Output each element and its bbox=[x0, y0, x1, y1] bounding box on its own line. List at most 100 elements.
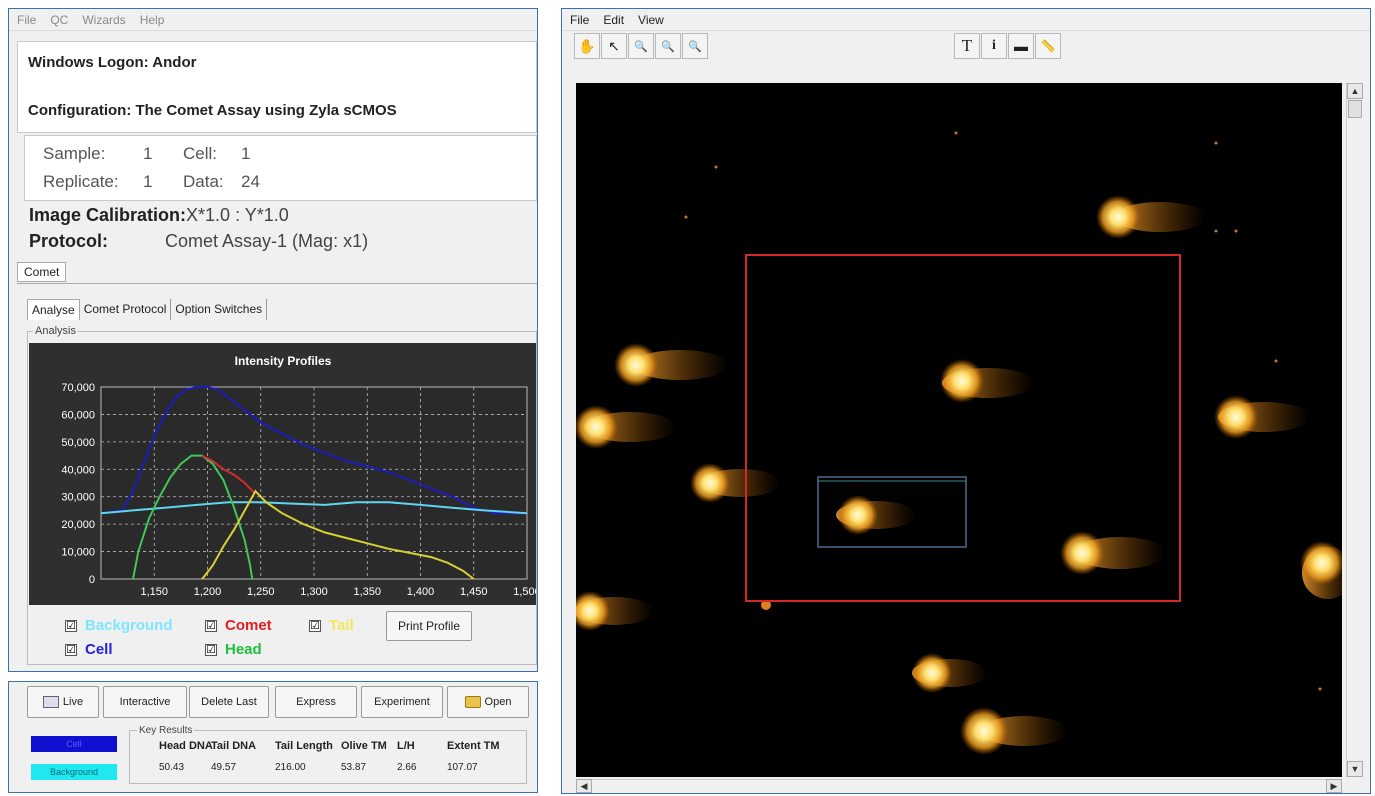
intensity-profiles-chart: Intensity Profiles 0 10,000 20,000 30,000 40… bbox=[29, 343, 541, 605]
value-head-dna: 50.43 bbox=[159, 762, 185, 773]
header-head-dna: Head DNA bbox=[159, 740, 213, 752]
comet-cell bbox=[576, 405, 676, 449]
ruler-icon[interactable]: 📏 bbox=[1035, 33, 1061, 59]
live-button[interactable]: Live bbox=[27, 686, 99, 718]
hand-icon[interactable]: ✋ bbox=[574, 33, 600, 59]
vertical-scroll-thumb[interactable] bbox=[1348, 100, 1362, 118]
checkbox-background[interactable]: ☑ Background bbox=[65, 617, 173, 634]
x-tick-label: 1,400 bbox=[407, 586, 435, 598]
data-label: Data: bbox=[183, 172, 224, 191]
menu-edit[interactable]: Edit bbox=[603, 12, 625, 27]
pointer-icon[interactable]: ↖ bbox=[601, 33, 627, 59]
cell-value: 1 bbox=[241, 144, 251, 163]
interactive-button[interactable]: Interactive bbox=[103, 686, 187, 718]
checkbox-tail-label: Tail bbox=[329, 617, 354, 634]
analysis-window: File QC Wizards Help Windows Logon: Ando… bbox=[8, 8, 541, 672]
menu-view[interactable]: View bbox=[638, 12, 664, 27]
results-panel: Live Interactive Delete Last Express Exp… bbox=[8, 681, 538, 793]
tab-divider bbox=[17, 283, 537, 284]
comet-cell bbox=[912, 653, 988, 693]
scalebar-icon[interactable]: ▬ bbox=[1008, 33, 1034, 59]
menu-file[interactable]: File bbox=[570, 12, 590, 27]
tab-comet-protocol[interactable]: Comet Protocol bbox=[79, 299, 172, 320]
delete-last-button[interactable]: Delete Last bbox=[189, 686, 269, 718]
checkbox-comet-box[interactable]: ☑ bbox=[205, 619, 217, 632]
comet-cell bbox=[690, 463, 780, 503]
configuration-line: Configuration: The Comet Assay using Zyl… bbox=[28, 102, 397, 119]
tab-analyse[interactable]: Analyse bbox=[27, 299, 80, 320]
checkbox-tail-box[interactable]: ☑ bbox=[309, 619, 321, 632]
menu-help[interactable]: Help bbox=[139, 12, 165, 27]
protocol-line: Protocol: Comet Assay-1 (Mag: x1) bbox=[29, 231, 368, 252]
checkbox-tail[interactable]: ☑ Tail bbox=[309, 617, 354, 634]
cell-label: Cell: bbox=[183, 144, 218, 163]
checkbox-cell[interactable]: ☑ Cell bbox=[65, 641, 113, 658]
comet-cell bbox=[940, 359, 1034, 403]
cell-swatch: Cell bbox=[31, 736, 117, 752]
calibration-value: X*1.0 : Y*1.0 bbox=[186, 205, 289, 225]
comet-cell bbox=[1096, 195, 1206, 239]
print-profile-button[interactable]: Print Profile bbox=[386, 611, 472, 641]
header-lh: L/H bbox=[397, 740, 415, 752]
replicate-label: Replicate: bbox=[43, 172, 119, 191]
comet-roi-box[interactable] bbox=[745, 254, 1181, 602]
checkbox-background-label: Background bbox=[85, 617, 173, 634]
comet-cell bbox=[614, 343, 728, 387]
x-tick-label: 1,250 bbox=[247, 586, 275, 598]
analysis-subtabs: Analyse Comet Protocol Option Switches bbox=[27, 299, 268, 320]
y-tick-label: 30,000 bbox=[61, 492, 95, 504]
menu-qc[interactable]: QC bbox=[50, 12, 69, 27]
chart-svg: Intensity Profiles 0 10,000 20,000 30,000 40… bbox=[61, 354, 540, 598]
checkbox-comet[interactable]: ☑ Comet bbox=[205, 617, 272, 634]
value-olive-tm: 53.87 bbox=[341, 762, 367, 773]
horizontal-scrollbar[interactable]: ◀ ▶ bbox=[576, 779, 1342, 793]
sample-info-box: Sample: 1 Cell: 1 Replicate: 1 Data: 24 bbox=[24, 135, 537, 201]
scroll-up-icon[interactable]: ▲ bbox=[1347, 83, 1363, 99]
tab-option-switches[interactable]: Option Switches bbox=[171, 299, 268, 320]
express-button[interactable]: Express bbox=[275, 686, 357, 718]
x-tick-label: 1,350 bbox=[353, 586, 381, 598]
text-tool-icon[interactable]: T bbox=[954, 33, 980, 59]
zoom-in-icon[interactable]: 🔍 bbox=[655, 33, 681, 59]
protocol-value: Comet Assay-1 (Mag: x1) bbox=[165, 231, 369, 251]
scroll-right-icon[interactable]: ▶ bbox=[1326, 779, 1342, 793]
comet-image-svg bbox=[576, 131, 1342, 755]
y-tick-label: 10,000 bbox=[61, 547, 95, 559]
zoom-out-icon[interactable]: 🔍 bbox=[682, 33, 708, 59]
info-icon[interactable]: i bbox=[981, 33, 1007, 59]
scroll-down-icon[interactable]: ▼ bbox=[1347, 761, 1363, 777]
y-tick-label: 50,000 bbox=[61, 437, 95, 449]
y-tick-label: 0 bbox=[89, 574, 95, 586]
calibration-label: Image Calibration: bbox=[29, 205, 187, 225]
background-swatch: Background bbox=[31, 764, 117, 780]
header-olive-tm: Olive TM bbox=[341, 740, 387, 752]
scroll-left-icon[interactable]: ◀ bbox=[576, 779, 592, 793]
checkbox-head-label: Head bbox=[225, 641, 262, 658]
y-tick-label: 40,000 bbox=[61, 464, 95, 476]
zoom-icon[interactable]: 🔍 bbox=[628, 33, 654, 59]
replicate-value: 1 bbox=[143, 172, 153, 191]
menu-wizards[interactable]: Wizards bbox=[82, 12, 126, 27]
series-line-background bbox=[100, 501, 528, 515]
checkbox-cell-box[interactable]: ☑ bbox=[65, 643, 77, 656]
open-button[interactable]: Open bbox=[447, 686, 529, 718]
x-tick-label: 1,150 bbox=[140, 586, 168, 598]
logon-label: Windows Logon: bbox=[28, 54, 149, 71]
checkbox-background-box[interactable]: ☑ bbox=[65, 619, 77, 632]
comet-cell bbox=[576, 591, 654, 631]
comet-image[interactable] bbox=[576, 83, 1342, 777]
comet-cell bbox=[960, 707, 1068, 755]
menu-file[interactable]: File bbox=[17, 12, 37, 27]
logon-value: Andor bbox=[152, 54, 197, 71]
x-tick-label: 1,500 bbox=[513, 586, 536, 598]
experiment-button[interactable]: Experiment bbox=[361, 686, 443, 718]
checkbox-head-box[interactable]: ☑ bbox=[205, 643, 217, 656]
tab-comet[interactable]: Comet bbox=[17, 262, 67, 282]
key-results-label: Key Results bbox=[137, 725, 195, 736]
viewer-toolbar-left: ✋ ↖ 🔍 🔍 🔍 bbox=[574, 33, 708, 61]
checkbox-head[interactable]: ☑ Head bbox=[205, 641, 262, 658]
debris-dot bbox=[684, 131, 1322, 691]
y-tick-label: 70,000 bbox=[61, 382, 95, 394]
vertical-scrollbar[interactable]: ▲ ▼ bbox=[1346, 83, 1363, 777]
background-roi-box[interactable] bbox=[817, 476, 967, 548]
